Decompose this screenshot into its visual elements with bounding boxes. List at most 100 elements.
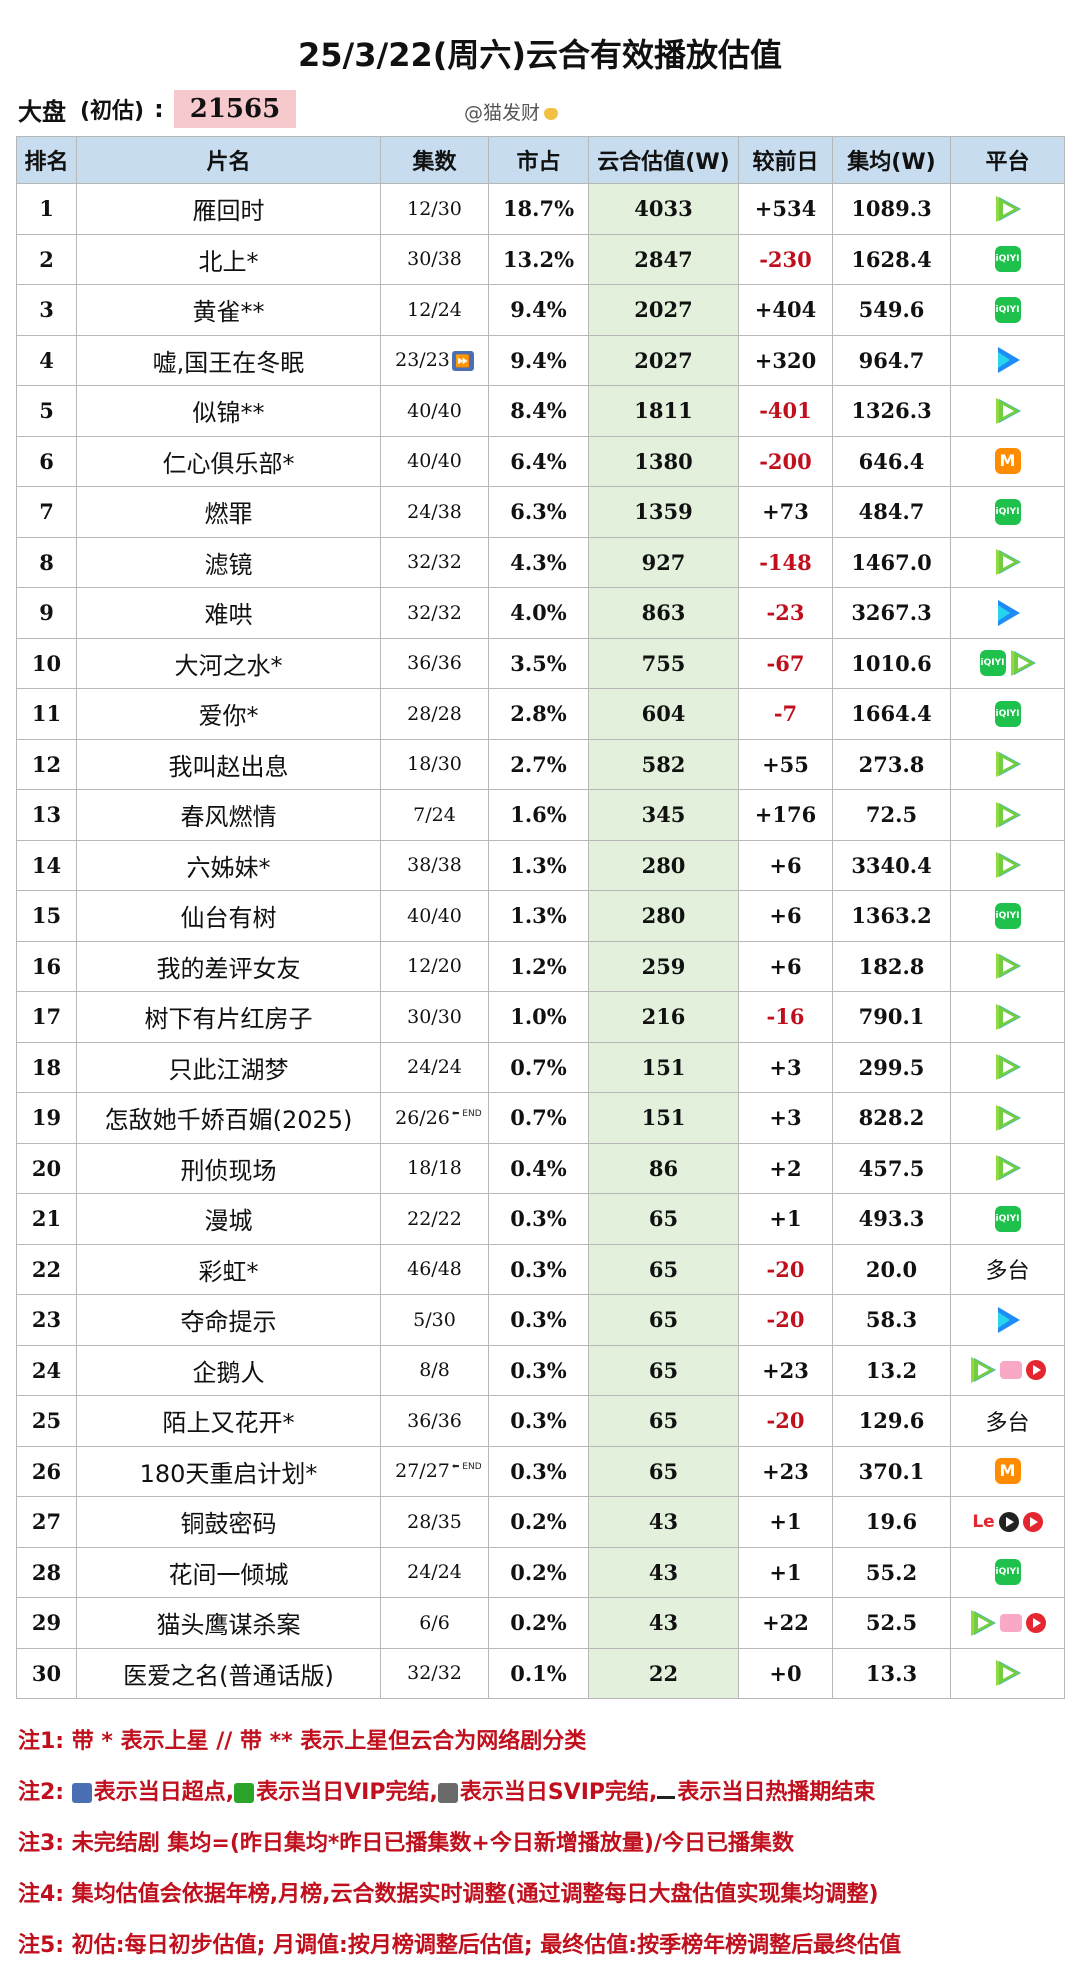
tencent-video-icon xyxy=(995,1003,1021,1030)
header-diff: 较前日 xyxy=(738,136,833,184)
title-cell: 陌上又花开* xyxy=(76,1395,381,1447)
episodes-cell: 12/20 xyxy=(380,940,489,992)
episodes-text: 30/30 xyxy=(407,1005,462,1028)
avg-cell: 1010.6 xyxy=(832,637,951,689)
market-colon: : xyxy=(154,95,164,123)
table-row: 19 怎敌她千娇百媚(2025) 26/26 ⬅ END 0.7% 151 +3 828.2 xyxy=(16,1092,1065,1144)
platform-cell: 多台 xyxy=(950,1395,1065,1447)
title-cell: 树下有片红房子 xyxy=(76,991,381,1043)
tencent-video-icon xyxy=(995,1155,1021,1182)
episodes-cell: 36/36 xyxy=(380,637,489,689)
title-cell: 花间一倾城 xyxy=(76,1546,381,1598)
ranking-table: 排名 片名 集数 市占 云合估值(W) 较前日 集均(W) 平台 1 雁回时 12/… xyxy=(16,136,1065,1699)
platform-cell: iQIYI xyxy=(950,890,1065,942)
rank-cell: 1 xyxy=(16,183,77,235)
platform-cell: iQIYI xyxy=(950,233,1065,285)
diff-cell: +1 xyxy=(738,1193,833,1245)
table-row: 10 大河之水* 36/36 3.5% 755 -67 1010.6 iQIYI xyxy=(16,637,1065,689)
market-label: 大盘 xyxy=(18,97,66,126)
note-3: 注3: 未完结剧 集均=(昨日集均*昨日已播集数+今日新增播放量)/今日已播集数 xyxy=(18,1831,794,1856)
avg-cell: 1467.0 xyxy=(832,536,951,588)
platform-cell xyxy=(950,839,1065,891)
platform-cell xyxy=(950,1041,1065,1093)
estimate-cell: 151 xyxy=(588,1092,739,1144)
table-row: 1 雁回时 12/30 18.7% 4033 +534 1089.3 xyxy=(16,183,1065,235)
platform-cell xyxy=(950,738,1065,790)
episodes-cell: 32/32 xyxy=(380,1647,489,1699)
tencent-ring-shape xyxy=(970,1609,995,1636)
tencent-ring-shape xyxy=(995,852,1020,879)
episodes-cell: 30/38 xyxy=(380,233,489,285)
episodes-text: 32/32 xyxy=(407,551,462,574)
episodes-cell: 36/36 xyxy=(380,1395,489,1447)
table-row: 2 北上* 30/38 13.2% 2847 -230 1628.4 iQIYI xyxy=(16,233,1065,285)
estimate-cell: 604 xyxy=(588,688,739,740)
avg-cell: 790.1 xyxy=(832,991,951,1043)
platform-cell xyxy=(950,940,1065,992)
tencent-video-icon xyxy=(995,1054,1021,1081)
share-cell: 0.3% xyxy=(488,1395,589,1447)
diff-cell: +6 xyxy=(738,890,833,942)
estimate-cell: 65 xyxy=(588,1344,739,1396)
share-cell: 0.3% xyxy=(488,1344,589,1396)
episodes-cell: 28/35 xyxy=(380,1496,489,1548)
note-2-c: 表示当日SVIP完结, xyxy=(459,1780,658,1805)
platform-cell xyxy=(950,1647,1065,1699)
tencent-ring-shape xyxy=(995,1054,1020,1081)
tencent-ring-shape xyxy=(995,195,1020,222)
title-cell: 只此江湖梦 xyxy=(76,1041,381,1093)
share-cell: 1.0% xyxy=(488,991,589,1043)
tencent-video-icon xyxy=(970,1357,996,1384)
table-row: 16 我的差评女友 12/20 1.2% 259 +6 182.8 xyxy=(16,940,1065,992)
share-cell: 9.4% xyxy=(488,284,589,336)
diff-cell: +0 xyxy=(738,1647,833,1699)
tencent-ring-shape xyxy=(970,1357,995,1384)
estimate-cell: 43 xyxy=(588,1496,739,1548)
tencent-ring-shape xyxy=(995,1003,1020,1030)
note-1: 注1: 带 * 表示上星 // 带 ** 表示上星但云合为网络剧分类 xyxy=(18,1729,587,1754)
tencent-video-icon xyxy=(995,751,1021,778)
share-cell: 6.4% xyxy=(488,435,589,487)
episodes-text: 32/32 xyxy=(407,601,462,624)
platform-cell: M xyxy=(950,1445,1065,1497)
episodes-text: 28/35 xyxy=(407,1510,462,1533)
estimate-cell: 755 xyxy=(588,637,739,689)
platform-cell xyxy=(950,1294,1065,1346)
header-title: 片名 xyxy=(76,136,381,184)
platform-cell: iQIYI xyxy=(950,1193,1065,1245)
table-row: 27 铜鼓密码 28/35 0.2% 43 +1 19.6 Le xyxy=(16,1496,1065,1548)
table-row: 20 刑侦现场 18/18 0.4% 86 +2 457.5 xyxy=(16,1142,1065,1194)
episodes-text: 7/24 xyxy=(413,803,456,826)
title-cell: 怎敌她千娇百媚(2025) xyxy=(76,1092,381,1144)
rank-cell: 20 xyxy=(16,1142,77,1194)
table-body: 1 雁回时 12/30 18.7% 4033 +534 1089.3 2 北上* 30/38 13.… xyxy=(16,183,1065,1699)
title-cell: 难哄 xyxy=(76,587,381,639)
table-row: 28 花间一倾城 24/24 0.2% 43 +1 55.2 iQIYI xyxy=(16,1546,1065,1598)
episodes-cell: 30/30 xyxy=(380,991,489,1043)
diff-cell: +3 xyxy=(738,1092,833,1144)
note-2-a: 表示当日超点, xyxy=(93,1780,235,1805)
platform-cell xyxy=(950,536,1065,588)
diff-cell: +176 xyxy=(738,789,833,841)
tencent-video-icon xyxy=(1010,650,1036,677)
tencent-ring-shape xyxy=(995,953,1020,980)
title-cell: 似锦** xyxy=(76,385,381,437)
title-cell: 春风燃情 xyxy=(76,789,381,841)
table-row: 3 黄雀** 12/24 9.4% 2027 +404 549.6 iQIYI xyxy=(16,284,1065,336)
estimate-cell: 2027 xyxy=(588,334,739,386)
market-summary: 大盘 (初估) : 21565 xyxy=(18,86,297,132)
episodes-cell: 7/24 xyxy=(380,789,489,841)
rank-cell: 7 xyxy=(16,486,77,538)
platform-cell: Le xyxy=(950,1496,1065,1548)
episodes-text: 22/22 xyxy=(407,1207,462,1230)
diff-cell: +22 xyxy=(738,1597,833,1649)
episodes-text: 24/24 xyxy=(407,1056,462,1079)
migu-icon xyxy=(1022,1512,1043,1533)
share-cell: 2.8% xyxy=(488,688,589,740)
diff-cell: +1 xyxy=(738,1496,833,1548)
superclick-icon xyxy=(71,1783,92,1803)
platform-cell xyxy=(950,991,1065,1043)
episodes-cell: 27/27 ⬅ END xyxy=(380,1445,489,1497)
rank-cell: 24 xyxy=(16,1344,77,1396)
episodes-text: 40/40 xyxy=(407,399,462,422)
